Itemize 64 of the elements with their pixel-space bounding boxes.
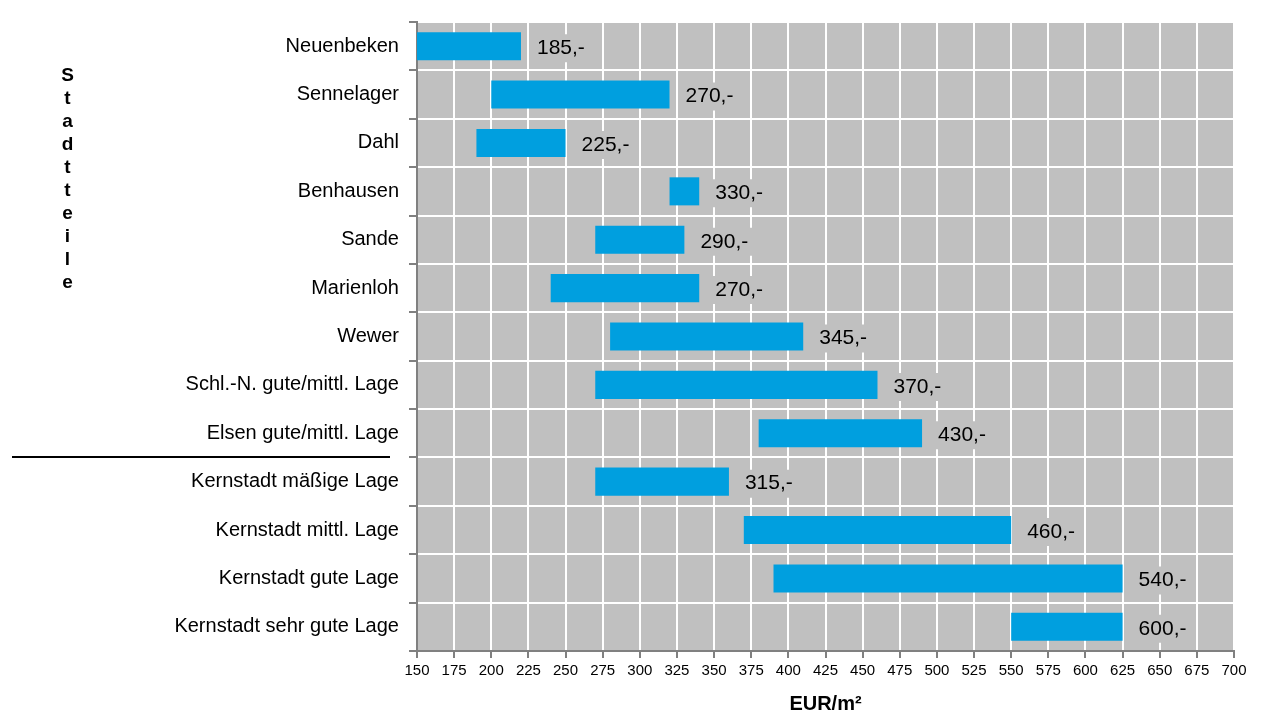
x-tick-label: 525	[961, 661, 987, 679]
x-tick-label: 650	[1147, 661, 1173, 679]
annotation: 225,-	[581, 131, 630, 155]
x-tick-label: 550	[998, 661, 1024, 679]
annotation: 600,-	[1138, 615, 1187, 639]
x-tick-label: 225	[515, 661, 541, 679]
x-tick-label: 625	[1110, 661, 1136, 679]
bar	[758, 419, 923, 448]
y-tick-label: Benhausen	[297, 178, 399, 201]
x-tick-label: 250	[553, 661, 579, 679]
bar	[595, 370, 878, 399]
x-tick-label: 675	[1184, 661, 1210, 679]
x-tick-label: 400	[775, 661, 801, 679]
annotation: 430,-	[938, 422, 986, 446]
x-tick-label: 150	[404, 661, 430, 679]
x-tick-label: 300	[627, 661, 653, 679]
x-tick-label: 575	[1035, 661, 1061, 679]
bar	[595, 225, 685, 254]
bar	[491, 80, 670, 109]
x-tick-label: 350	[701, 661, 727, 679]
annotation: 370,-	[893, 373, 942, 397]
bar	[476, 128, 566, 157]
x-tick-label: 600	[1072, 661, 1098, 679]
y-tick-label: Kernstadt sehr gute Lage	[174, 614, 399, 637]
x-tick-label: 325	[664, 661, 690, 679]
text: Stadtteile	[56, 64, 79, 294]
annotation: 540,-	[1138, 567, 1187, 591]
x-tick-label: 700	[1221, 661, 1247, 679]
bar	[773, 564, 1123, 593]
x-tick-label: 200	[478, 661, 504, 679]
bar	[610, 322, 804, 351]
annotation: 270,-	[715, 276, 764, 300]
annotation: 270,-	[685, 83, 734, 107]
annotation: 290,-	[700, 228, 749, 252]
y-tick-label: Sennelager	[296, 82, 400, 105]
y-tick-label: Marienloh	[311, 275, 399, 298]
x-tick-label: 175	[441, 661, 467, 679]
annotation: 315,-	[744, 470, 793, 494]
bar	[1011, 612, 1123, 641]
x-tick-label: 375	[738, 661, 764, 679]
y-tick-label: Kernstadt gute Lage	[218, 565, 399, 588]
y-tick-label: Dahl	[357, 130, 399, 153]
annotation: 330,-	[715, 180, 764, 204]
bar	[417, 32, 521, 61]
x-tick-label: 450	[850, 661, 876, 679]
bar	[595, 467, 729, 496]
y-tick-label: Neuenbeken	[285, 33, 399, 56]
y-tick-label: Elsen gute/mittl. Lage	[206, 420, 399, 443]
bar	[669, 177, 700, 206]
y-tick-label: Kernstadt mäßige Lage	[191, 469, 399, 492]
annotation: 185,-	[536, 34, 585, 58]
x-tick-label: 425	[812, 661, 839, 679]
y-tick-label: Kernstadt mittl. Lage	[215, 517, 399, 540]
y-tick-label: Schl.-N. gute/mittl. Lage	[185, 372, 399, 395]
annotation: 460,-	[1027, 518, 1076, 542]
bar	[550, 274, 700, 303]
x-axis-title: EUR/m²	[789, 691, 862, 714]
y-tick-label: Sande	[341, 227, 399, 250]
x-tick-label: 275	[590, 661, 616, 679]
y-tick-label: Wewer	[337, 324, 400, 347]
annotation: 345,-	[819, 325, 868, 349]
bar	[743, 516, 1012, 545]
x-tick-label: 475	[887, 661, 913, 679]
x-tick-label: 500	[924, 661, 950, 679]
